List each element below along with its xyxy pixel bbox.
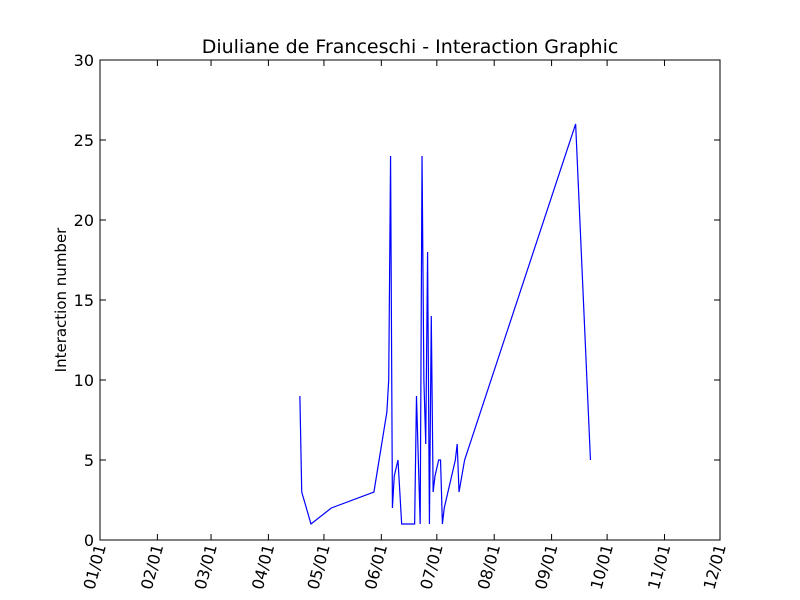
chart-title: Diuliane de Franceschi - Interaction Gra… — [202, 36, 619, 58]
y-tick-label: 5 — [84, 451, 94, 470]
y-axis-label: Interaction number — [52, 227, 70, 373]
series-layer — [299, 123, 592, 526]
y-tick-label: 20 — [74, 211, 94, 230]
y-tick-label: 15 — [74, 291, 94, 310]
series-line-0 — [299, 123, 592, 526]
y-tick-label: 0 — [84, 531, 94, 550]
plot-frame — [99, 59, 721, 541]
y-tick-label: 10 — [74, 371, 94, 390]
y-tick-label: 25 — [74, 131, 94, 150]
y-tick-label: 30 — [74, 51, 94, 70]
